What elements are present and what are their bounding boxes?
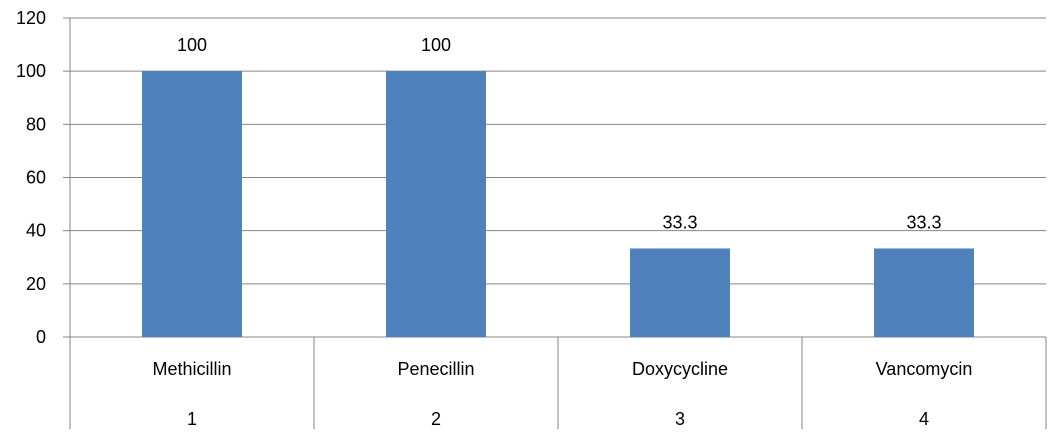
category-label: Penecillin <box>397 359 474 379</box>
data-label: 33.3 <box>662 212 697 232</box>
category-label: Doxycycline <box>632 359 728 379</box>
bar-vancomycin <box>874 248 974 337</box>
category-label: Methicillin <box>152 359 231 379</box>
bar-doxycycline <box>630 248 730 337</box>
y-tick-label: 0 <box>36 327 46 347</box>
category-number: 2 <box>431 409 441 429</box>
y-tick-label: 20 <box>26 274 46 294</box>
y-tick-label: 60 <box>26 168 46 188</box>
category-number: 4 <box>919 409 929 429</box>
data-label: 100 <box>421 35 451 55</box>
y-tick-label: 80 <box>26 114 46 134</box>
y-tick-label: 120 <box>16 8 46 28</box>
y-tick-label: 100 <box>16 61 46 81</box>
bar-penecillin <box>386 71 486 338</box>
y-tick-label: 40 <box>26 221 46 241</box>
data-label: 100 <box>177 35 207 55</box>
category-number: 3 <box>675 409 685 429</box>
category-label: Vancomycin <box>876 359 973 379</box>
bar-methicillin <box>142 71 242 338</box>
data-label: 33.3 <box>906 212 941 232</box>
category-number: 1 <box>187 409 197 429</box>
